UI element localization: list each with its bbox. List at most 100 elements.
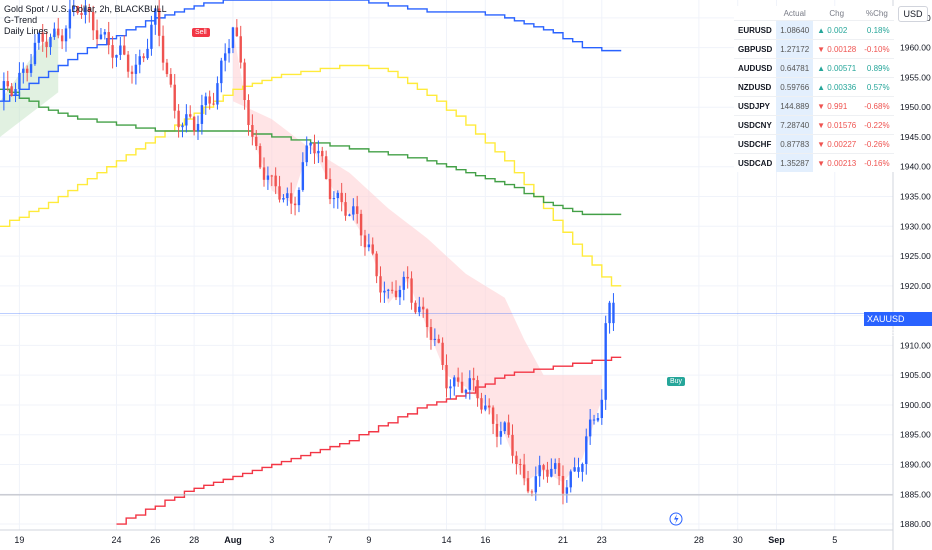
candle-body — [181, 125, 184, 128]
quote-row[interactable]: USDCNY 7.28740 ▼ 0.01576 -0.22% — [734, 115, 894, 135]
x-tick-label: 30 — [733, 535, 743, 545]
x-tick-label: 28 — [694, 535, 704, 545]
quote-change: ▲ 0.002 — [813, 20, 861, 40]
y-tick-label: 1920.00 — [900, 281, 931, 291]
candle-body — [569, 471, 572, 488]
candle-body — [604, 323, 607, 400]
candle-body — [402, 276, 405, 290]
candle-body — [192, 116, 196, 132]
quote-row[interactable]: GBPUSD 1.27172 ▼ 0.00128 -0.10% — [734, 39, 894, 59]
candle-body — [352, 206, 355, 215]
candle-body — [14, 89, 17, 97]
quote-change-value: 0.00571 — [827, 63, 857, 73]
candle-body — [336, 192, 339, 199]
candle-body — [247, 100, 250, 126]
y-tick-label: 1880.00 — [900, 519, 931, 529]
candle-body — [383, 290, 386, 293]
candle-body — [557, 463, 561, 476]
candle-body — [449, 386, 452, 389]
candle-body — [49, 37, 52, 48]
candle-body — [274, 175, 277, 187]
quote-row[interactable]: NZDUSD 0.59766 ▲ 0.00336 0.57% — [734, 77, 894, 97]
x-tick-label: 9 — [366, 535, 371, 545]
candle-body — [297, 189, 301, 206]
change-arrow-icon: ▲ — [817, 82, 828, 92]
candle-body — [495, 423, 499, 437]
header-symbol — [734, 6, 776, 21]
candle-body — [270, 175, 273, 177]
candle-body — [406, 276, 409, 279]
candle-body — [600, 399, 604, 419]
candle-body — [243, 62, 246, 101]
candle-body — [146, 48, 149, 59]
candle-body — [612, 302, 615, 324]
candle-body — [309, 142, 312, 146]
candle-body — [313, 142, 316, 154]
candle-body — [134, 64, 138, 74]
candle-body — [418, 306, 421, 313]
candle-body — [154, 8, 157, 25]
candle-body — [511, 434, 514, 456]
candle-body — [107, 32, 110, 46]
y-tick-label: 1925.00 — [900, 251, 931, 261]
candle-body — [282, 198, 285, 200]
candle-body — [235, 27, 239, 37]
x-tick-label: 3 — [269, 535, 274, 545]
x-tick-label: 23 — [597, 535, 607, 545]
candle-body — [177, 110, 180, 128]
quote-row[interactable]: EURUSD 1.08640 ▲ 0.002 0.18% — [734, 20, 894, 40]
candle-body — [488, 405, 491, 408]
candle-body — [472, 378, 475, 381]
y-tick-label: 1895.00 — [900, 430, 931, 440]
candle-body — [200, 105, 204, 124]
quotes-table: Actual Chg %Chg EURUSD 1.08640 ▲ 0.002 0.18… — [734, 6, 894, 172]
quote-row[interactable]: AUDUSD 0.64781 ▲ 0.00571 0.89% — [734, 58, 894, 78]
candle-body — [266, 175, 270, 180]
candle-body — [468, 378, 471, 390]
legend-gtrend[interactable]: G-Trend — [4, 15, 38, 25]
candle-body — [565, 487, 569, 494]
candle-body — [414, 302, 417, 313]
candle-body — [18, 72, 21, 90]
candle-body — [25, 68, 29, 73]
legend-daily-lines[interactable]: Daily Lines — [4, 26, 49, 36]
candle-body — [126, 54, 130, 72]
candle-body — [356, 206, 359, 214]
candle-body — [76, 6, 79, 14]
currency-button[interactable]: USD — [898, 6, 928, 22]
quote-pct: -0.10% — [860, 39, 894, 59]
quote-row[interactable]: USDCAD 1.35287 ▼ 0.00213 -0.16% — [734, 153, 894, 172]
candle-body — [437, 338, 440, 343]
candle-body — [123, 45, 126, 55]
candle-body — [371, 244, 374, 254]
candle-body — [363, 235, 367, 248]
candle-body — [88, 7, 91, 12]
candle-body — [72, 6, 75, 10]
candle-body — [503, 422, 506, 432]
x-tick-label: 16 — [480, 535, 490, 545]
candle-body — [526, 478, 530, 492]
candle-body — [491, 407, 495, 424]
candle-body — [22, 68, 25, 73]
candle-body — [519, 464, 522, 466]
candle-body — [212, 103, 215, 105]
candle-body — [398, 289, 402, 298]
candle-body — [220, 60, 223, 84]
quote-change-value: 0.00227 — [827, 139, 857, 149]
candle-body — [367, 244, 371, 248]
last-price-tag: XAUUSD 1915.34 — [864, 312, 932, 340]
candle-body — [6, 81, 9, 87]
change-arrow-icon: ▼ — [817, 120, 828, 130]
quote-change-value: 0.00336 — [827, 82, 857, 92]
quote-row[interactable]: USDJPY 144.889 ▼ 0.991 -0.68% — [734, 96, 894, 116]
candle-body — [161, 35, 165, 63]
quote-change-value: 0.00213 — [827, 158, 857, 168]
candle-body — [321, 150, 324, 157]
quote-pct: -0.16% — [860, 153, 894, 172]
quote-pct: -0.22% — [860, 115, 894, 135]
candle-body — [422, 306, 425, 310]
quote-row[interactable]: USDCHF 0.87783 ▼ 0.00227 -0.26% — [734, 134, 894, 154]
x-tick-label: Aug — [224, 535, 242, 545]
candle-body — [550, 468, 553, 477]
